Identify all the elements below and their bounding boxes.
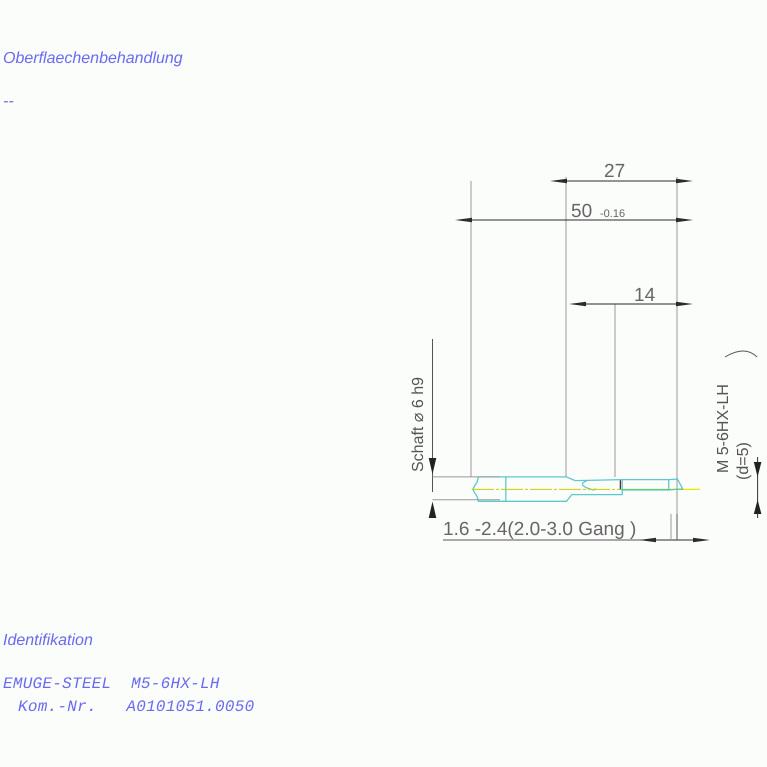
svg-text:50: 50 bbox=[571, 201, 592, 222]
svg-text:27: 27 bbox=[604, 161, 625, 182]
svg-text:1.6 -2.4(2.0-3.0 Gang ): 1.6 -2.4(2.0-3.0 Gang ) bbox=[443, 519, 636, 540]
svg-text:-0.16: -0.16 bbox=[600, 208, 625, 220]
svg-text:14: 14 bbox=[634, 285, 656, 306]
